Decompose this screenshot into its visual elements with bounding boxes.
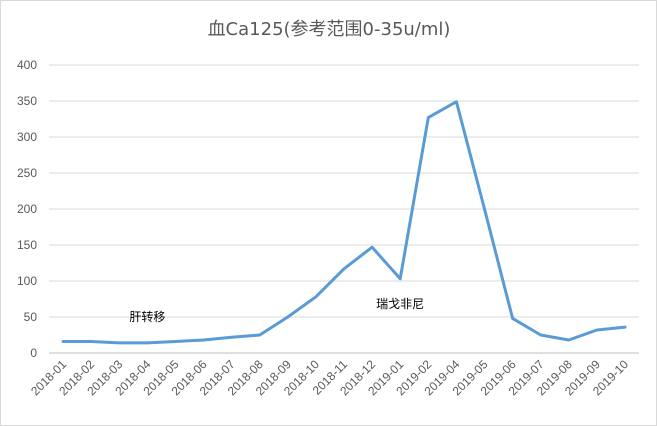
series-line xyxy=(61,100,627,345)
y-tick-label: 50 xyxy=(24,310,38,324)
y-tick-label: 350 xyxy=(17,94,37,108)
gridlines xyxy=(49,64,639,318)
y-tick-label: 200 xyxy=(17,202,37,216)
y-tick-label: 250 xyxy=(17,166,37,180)
series-layer xyxy=(61,100,627,345)
x-axis-tick-labels: 2018-012018-022018-032018-042018-052018-… xyxy=(28,357,631,398)
annotations: 肝转移 瑞戈非尼 xyxy=(129,297,424,324)
y-tick-label: 300 xyxy=(17,130,37,144)
annotation-label: 肝转移 xyxy=(129,309,165,324)
y-axis-tick-labels: 0 50 100 150 200 250 300 350 400 xyxy=(17,58,37,360)
annotation-label: 瑞戈非尼 xyxy=(376,297,424,311)
y-tick-label: 150 xyxy=(17,238,37,252)
chart-title: 血Ca125(参考范围0-35u/ml) xyxy=(208,19,451,40)
y-tick-label: 100 xyxy=(17,274,37,288)
y-tick-label: 0 xyxy=(30,346,37,360)
y-tick-label: 400 xyxy=(17,58,37,72)
